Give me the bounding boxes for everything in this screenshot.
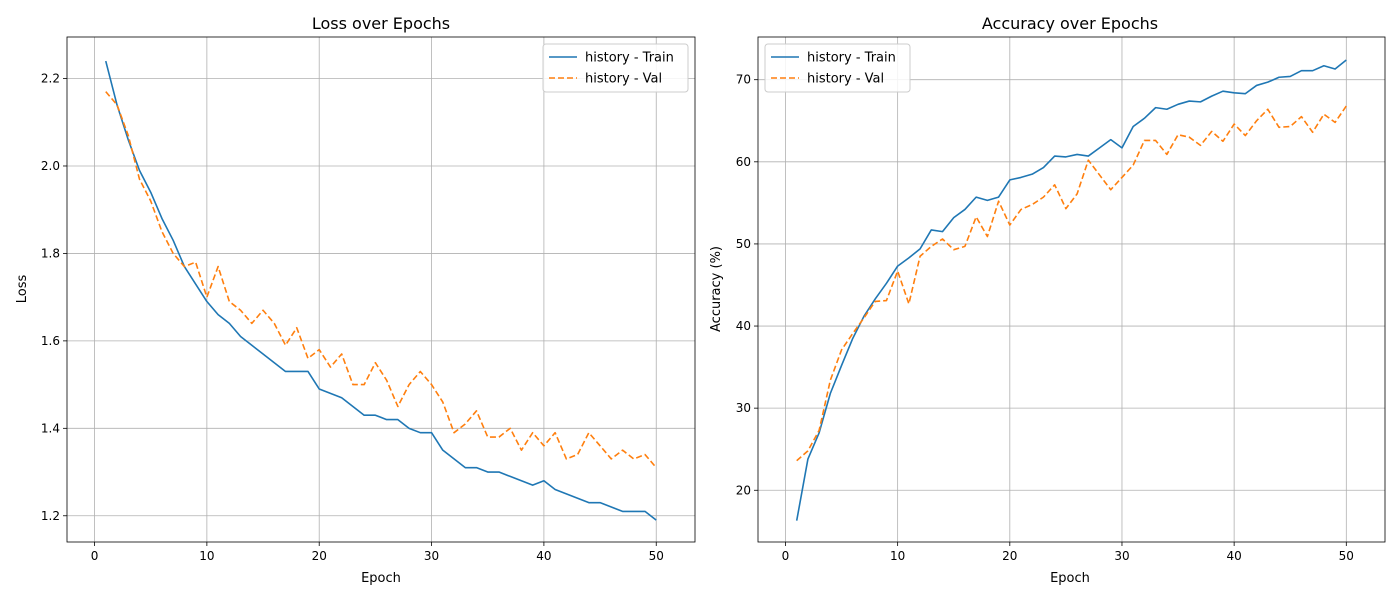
loss-chart-y-tick-label: 2.2 (41, 72, 60, 86)
loss-chart: Loss over Epochs Epoch Loss 0 10 20 30 40 50 1… (15, 14, 696, 586)
accuracy-chart-legend-label-val: history - Val (807, 72, 884, 87)
accuracy-chart-series (795, 59, 1347, 521)
loss-chart-legend: history - Train history - Val (542, 43, 689, 93)
loss-chart-axes-frame (66, 36, 696, 543)
loss-chart-legend-label-train: history - Train (585, 51, 674, 66)
loss-chart-x-tick-label: 40 (536, 549, 551, 563)
accuracy-chart-x-tick-label: 30 (1114, 549, 1129, 563)
loss-chart-x-axis-label: Epoch (361, 571, 401, 586)
loss-chart-series-line-val (105, 91, 657, 469)
accuracy-chart: Accuracy over Epochs Epoch Accuracy (%) … (709, 14, 1386, 586)
accuracy-chart-y-tick-label: 60 (736, 155, 751, 169)
loss-chart-x-tick-label: 0 (91, 549, 99, 563)
loss-chart-x-tick-label: 10 (199, 549, 214, 563)
accuracy-chart-series-line-train (795, 59, 1347, 521)
loss-chart-y-tick-label: 2.0 (41, 159, 60, 173)
loss-chart-ticks: 0 10 20 30 40 50 1.2 1.4 1.6 1.8 2.0 2.2 (41, 72, 664, 563)
loss-chart-x-tick-label: 20 (312, 549, 327, 563)
accuracy-chart-y-tick-label: 30 (736, 401, 751, 415)
accuracy-chart-ticks: 0 10 20 30 40 50 20 30 40 50 60 70 (736, 73, 1354, 563)
accuracy-chart-x-tick-label: 0 (782, 549, 790, 563)
accuracy-chart-legend-label-train: history - Train (807, 51, 896, 66)
accuracy-chart-grid (758, 37, 1385, 542)
loss-chart-title: Loss over Epochs (312, 14, 450, 33)
loss-chart-series-line-train (104, 60, 657, 521)
loss-chart-x-tick-label: 30 (424, 549, 439, 563)
loss-chart-legend-label-val: history - Val (585, 72, 662, 87)
loss-chart-y-axis-label: Loss (15, 275, 30, 304)
loss-chart-legend-box (542, 43, 689, 93)
accuracy-chart-x-tick-label: 50 (1339, 549, 1354, 563)
accuracy-chart-x-tick-label: 40 (1226, 549, 1241, 563)
accuracy-chart-legend: history - Train history - Val (764, 43, 911, 93)
accuracy-chart-y-tick-label: 50 (736, 237, 751, 251)
loss-chart-y-tick-label: 1.8 (41, 246, 60, 260)
accuracy-chart-y-tick-label: 70 (736, 73, 751, 87)
accuracy-chart-y-tick-label: 20 (736, 483, 751, 497)
loss-chart-series (104, 60, 657, 521)
accuracy-chart-y-axis-label: Accuracy (%) (709, 246, 724, 332)
accuracy-chart-x-tick-label: 20 (1002, 549, 1017, 563)
loss-chart-y-tick-label: 1.4 (41, 421, 60, 435)
accuracy-chart-series-line-val (796, 105, 1347, 462)
accuracy-chart-axes-frame (757, 36, 1386, 543)
loss-chart-y-tick-label: 1.2 (41, 509, 60, 523)
accuracy-chart-x-axis-label: Epoch (1050, 571, 1090, 586)
accuracy-chart-y-tick-label: 40 (736, 319, 751, 333)
accuracy-chart-title: Accuracy over Epochs (982, 14, 1158, 33)
accuracy-chart-legend-box (764, 43, 911, 93)
accuracy-chart-x-tick-label: 10 (890, 549, 905, 563)
loss-chart-x-tick-label: 50 (649, 549, 664, 563)
loss-chart-y-tick-label: 1.6 (41, 334, 60, 348)
loss-chart-grid (67, 37, 695, 542)
